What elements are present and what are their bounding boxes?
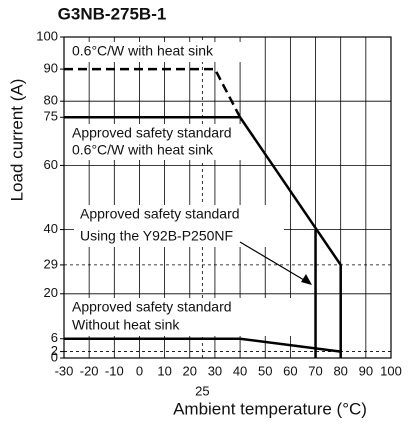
y-tick-label: 40 [44,221,58,236]
y-tick-label: 29 [44,256,58,271]
annotation: 0.6°C/W with heat sink [72,43,214,59]
annotation-box [66,124,242,160]
x-tick-label: 0 [136,363,143,378]
x-tick-label: 70 [308,363,322,378]
annotation: Approved safety standard [80,206,240,222]
y-tick-label: 90 [44,61,58,76]
y-tick-label: 75 [44,109,58,124]
series-line [64,116,342,358]
annotation: Approved safety standard [72,299,232,315]
annotation-box [74,205,284,247]
x-axis-label: Ambient temperature (°C) [173,399,367,418]
annotation: Using the Y92B-P250NF [80,228,233,244]
x-tick-label: 10 [157,363,171,378]
arrow [239,241,310,284]
y-tick-label: 6 [51,330,58,345]
x-tick-label: -10 [105,363,124,378]
x-tick-label: 40 [233,363,247,378]
series-line [64,67,242,118]
y-tick-label: 60 [44,157,58,172]
x-tick-label: 90 [359,363,373,378]
y-tick-label: 2 [51,343,58,358]
annotation: Approved safety standard [72,125,232,141]
x-tick-label: 60 [283,363,297,378]
x-tick-label: 30 [208,363,222,378]
chart-title: G3NB-275B-1 [58,4,167,23]
annotation: 0.6°C/W with heat sink [72,142,214,158]
x-tick-label: 80 [333,363,347,378]
arrow-head [301,274,312,285]
series-line [64,337,341,353]
x-tick-label: -30 [55,363,74,378]
y-tick-label: 80 [44,93,58,108]
x-tick-label: -20 [80,363,99,378]
y-axis-label: Load current (A) [7,79,26,202]
annotation-box [66,298,312,336]
annotation-box [66,42,242,62]
annotation: Without heat sink [72,317,180,333]
y-tick-label: 0 [51,349,58,364]
x-tick-label: 100 [380,363,402,378]
y-tick-label: 100 [36,28,58,43]
y-tick-label: 20 [44,285,58,300]
x-tick-label: 25 [195,383,209,398]
x-tick-label: 20 [183,363,197,378]
x-tick-label: 50 [258,363,272,378]
